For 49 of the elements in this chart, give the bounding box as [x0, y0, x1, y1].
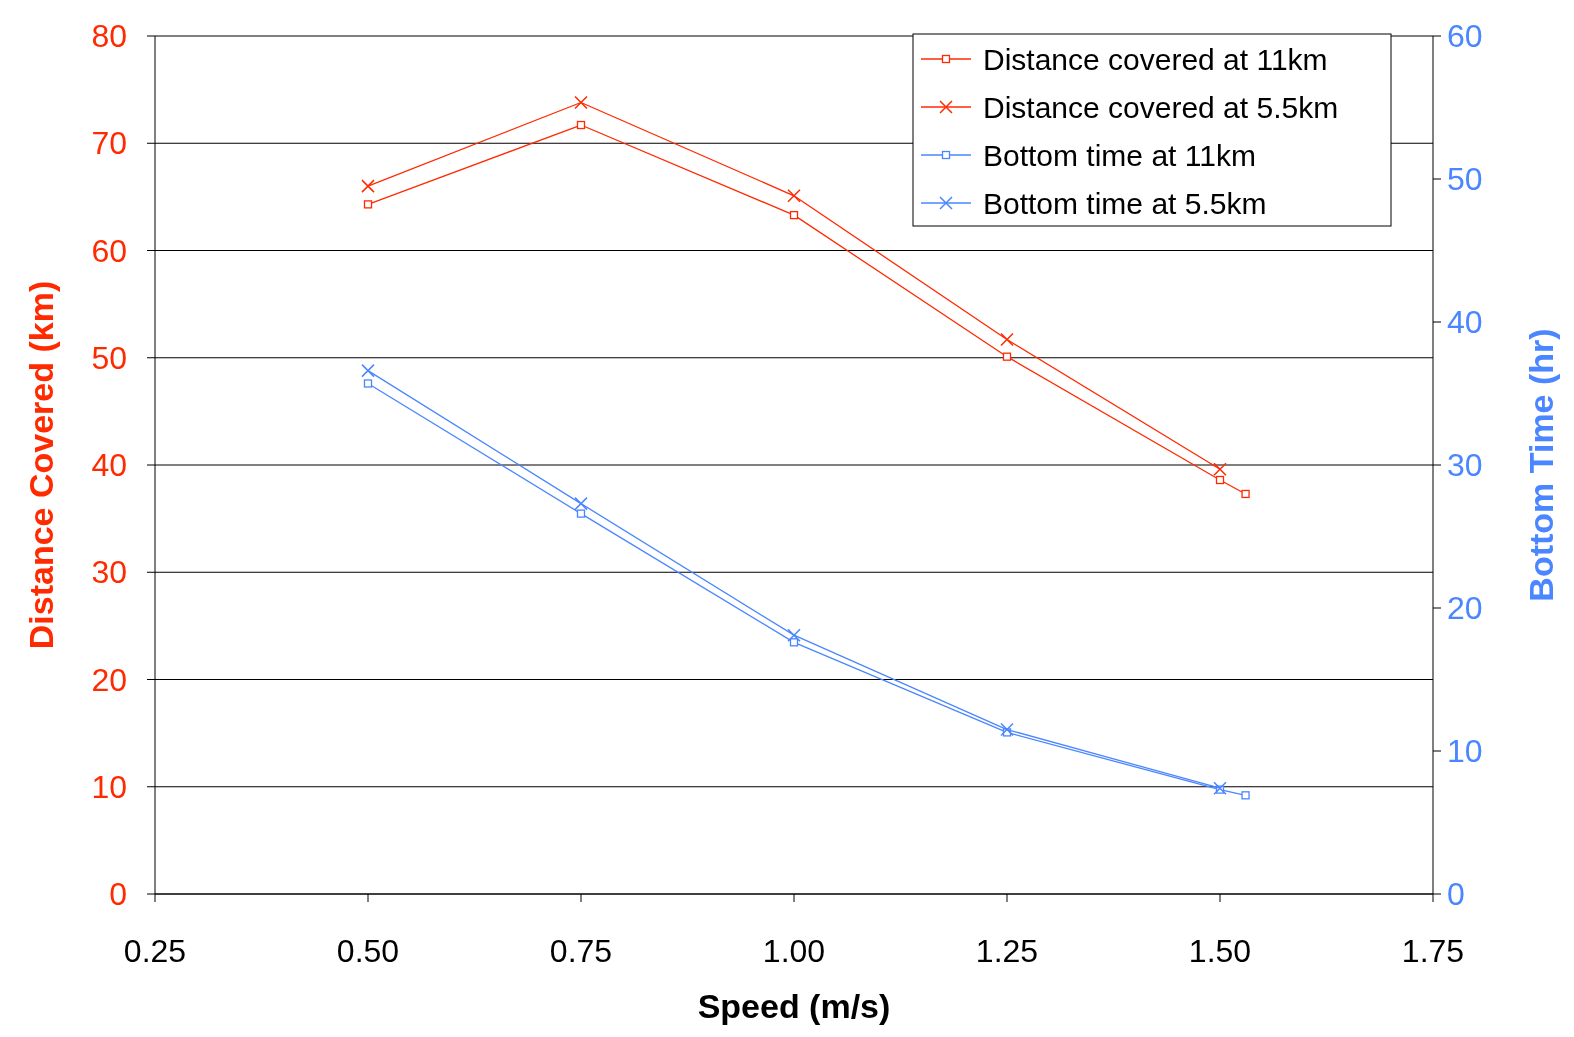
y-tick-label: 40 — [91, 447, 127, 484]
legend-label: Bottom time at 5.5km — [983, 186, 1267, 220]
y2-axis-title: Bottom Time (hr) — [1522, 328, 1560, 602]
point — [1215, 475, 1225, 485]
point — [789, 210, 799, 220]
legend-label: Distance covered at 11km — [983, 42, 1328, 76]
point — [1000, 722, 1014, 737]
point — [576, 120, 586, 130]
y2-tick-label: 10 — [1447, 733, 1483, 770]
legend-label: Distance covered at 5.5km — [983, 90, 1339, 124]
point — [361, 363, 375, 378]
x-axis-title: Speed (m/s) — [697, 987, 891, 1025]
x-tick-label: 1.50 — [1188, 933, 1252, 969]
point — [363, 379, 373, 388]
y-tick-label: 30 — [91, 554, 127, 591]
y-tick-label: 20 — [91, 661, 127, 698]
x-tick-label: 1.00 — [762, 933, 826, 969]
x-tick-label: 1.75 — [1401, 933, 1465, 969]
point — [1241, 791, 1250, 800]
point — [787, 189, 801, 203]
x-tick-label: 0.25 — [123, 933, 187, 969]
x-tick-label: 0.50 — [336, 933, 400, 969]
point — [1213, 781, 1227, 795]
point — [1000, 332, 1014, 347]
y-tick-label: 50 — [91, 339, 127, 376]
point — [787, 628, 801, 642]
y-tick-label: 60 — [91, 232, 127, 269]
y-tick-label: 80 — [91, 18, 127, 55]
legend-label: Bottom time at 11km — [983, 138, 1256, 172]
point — [574, 496, 588, 511]
y2-tick-label: 0 — [1447, 876, 1465, 913]
y2-tick-label: 20 — [1447, 590, 1483, 627]
y-tick-label: 0 — [109, 876, 127, 913]
y-tick-label: 10 — [91, 768, 127, 805]
x-tick-label: 1.25 — [975, 933, 1039, 969]
y2-tick-label: 40 — [1447, 304, 1483, 341]
x-tick-label: 0.75 — [549, 933, 613, 969]
y2-tick-label: 30 — [1447, 447, 1483, 484]
point — [361, 179, 375, 193]
point — [574, 95, 588, 110]
y-axis-title: Distance Covered (km) — [22, 280, 60, 650]
y2-tick-label: 50 — [1447, 161, 1483, 198]
point — [1002, 352, 1012, 361]
y-tick-label: 70 — [91, 125, 127, 162]
point — [363, 200, 373, 209]
point — [576, 509, 586, 518]
point — [1213, 462, 1227, 477]
point — [1241, 489, 1250, 499]
y2-tick-label: 60 — [1447, 18, 1483, 55]
